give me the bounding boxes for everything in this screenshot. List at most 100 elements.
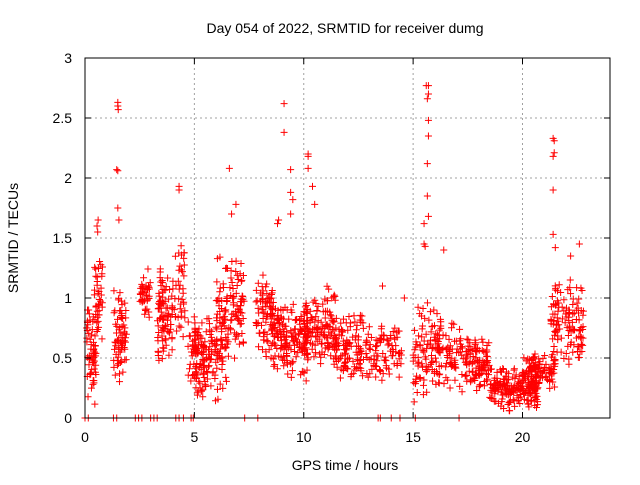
data-point bbox=[331, 292, 339, 300]
data-point bbox=[547, 316, 555, 324]
data-point bbox=[300, 308, 308, 316]
data-point bbox=[474, 356, 482, 364]
data-point bbox=[98, 272, 106, 280]
y-axis-label: SRMTID / TECUs bbox=[5, 183, 21, 293]
data-point bbox=[372, 373, 380, 381]
data-point bbox=[432, 330, 440, 338]
data-point bbox=[352, 326, 360, 334]
data-point bbox=[567, 338, 575, 346]
data-point bbox=[98, 335, 106, 343]
data-point bbox=[542, 364, 550, 372]
data-point bbox=[416, 341, 424, 349]
data-point bbox=[110, 363, 118, 371]
data-point bbox=[211, 374, 219, 382]
data-point bbox=[181, 307, 189, 315]
data-point bbox=[303, 309, 311, 317]
data-point bbox=[94, 289, 102, 297]
data-point bbox=[415, 332, 423, 340]
data-point bbox=[549, 335, 557, 343]
data-point bbox=[309, 298, 317, 306]
data-point bbox=[524, 396, 532, 404]
data-point bbox=[216, 288, 224, 296]
data-point bbox=[387, 331, 395, 339]
data-point bbox=[445, 347, 453, 355]
data-point bbox=[573, 299, 581, 307]
data-point bbox=[424, 132, 432, 140]
data-point bbox=[202, 383, 210, 391]
data-point bbox=[500, 405, 508, 413]
data-point bbox=[287, 210, 295, 218]
data-point bbox=[157, 308, 165, 316]
data-point bbox=[389, 346, 397, 354]
data-point bbox=[389, 327, 397, 335]
data-point bbox=[317, 318, 325, 326]
data-point bbox=[291, 347, 299, 355]
data-point bbox=[165, 310, 173, 318]
data-point bbox=[554, 307, 562, 315]
data-point bbox=[219, 384, 227, 392]
data-point bbox=[346, 323, 354, 331]
data-point bbox=[519, 375, 527, 383]
data-point bbox=[575, 327, 583, 335]
data-point bbox=[332, 336, 340, 344]
data-point bbox=[423, 160, 431, 168]
data-point bbox=[262, 353, 270, 361]
data-point bbox=[473, 387, 481, 395]
data-point bbox=[496, 377, 504, 385]
data-point bbox=[574, 353, 582, 361]
data-point bbox=[435, 326, 443, 334]
data-point bbox=[385, 370, 393, 378]
data-point bbox=[359, 372, 367, 380]
data-point bbox=[294, 349, 302, 357]
data-point bbox=[465, 360, 473, 368]
data-point bbox=[442, 363, 450, 371]
data-point bbox=[170, 306, 178, 314]
data-point bbox=[93, 281, 101, 289]
data-point bbox=[522, 368, 530, 376]
data-point bbox=[184, 371, 192, 379]
data-point bbox=[431, 336, 439, 344]
data-point bbox=[237, 260, 245, 268]
data-point bbox=[304, 152, 312, 160]
data-point bbox=[320, 332, 328, 340]
data-point bbox=[207, 356, 215, 364]
data-point bbox=[433, 310, 441, 318]
data-point bbox=[193, 389, 201, 397]
data-point bbox=[261, 328, 269, 336]
data-point bbox=[561, 319, 569, 327]
data-point bbox=[566, 276, 574, 284]
data-point bbox=[274, 220, 281, 228]
data-point bbox=[113, 166, 121, 174]
data-point bbox=[237, 308, 245, 316]
data-point bbox=[156, 315, 164, 323]
data-point bbox=[572, 315, 580, 323]
data-point bbox=[471, 374, 479, 382]
data-point bbox=[323, 282, 331, 290]
data-point bbox=[288, 333, 296, 341]
data-point bbox=[144, 282, 152, 290]
data-point bbox=[520, 387, 528, 395]
data-point bbox=[445, 335, 453, 343]
data-point bbox=[551, 357, 559, 365]
data-point bbox=[172, 281, 180, 289]
data-point bbox=[410, 379, 418, 387]
data-point bbox=[414, 353, 422, 361]
data-point bbox=[296, 329, 304, 337]
data-point bbox=[114, 167, 122, 175]
data-point bbox=[174, 277, 182, 285]
data-point bbox=[232, 267, 240, 275]
data-point bbox=[255, 329, 263, 337]
data-point bbox=[533, 401, 541, 409]
data-point bbox=[309, 182, 316, 190]
data-point bbox=[192, 384, 200, 392]
data-point bbox=[424, 82, 432, 90]
data-point bbox=[362, 336, 370, 344]
data-point bbox=[98, 263, 106, 271]
data-point bbox=[569, 348, 577, 356]
data-point bbox=[551, 244, 559, 252]
data-point bbox=[332, 324, 340, 332]
data-point bbox=[340, 346, 348, 354]
data-point bbox=[575, 240, 583, 248]
data-point bbox=[497, 380, 505, 388]
data-point bbox=[91, 316, 99, 324]
